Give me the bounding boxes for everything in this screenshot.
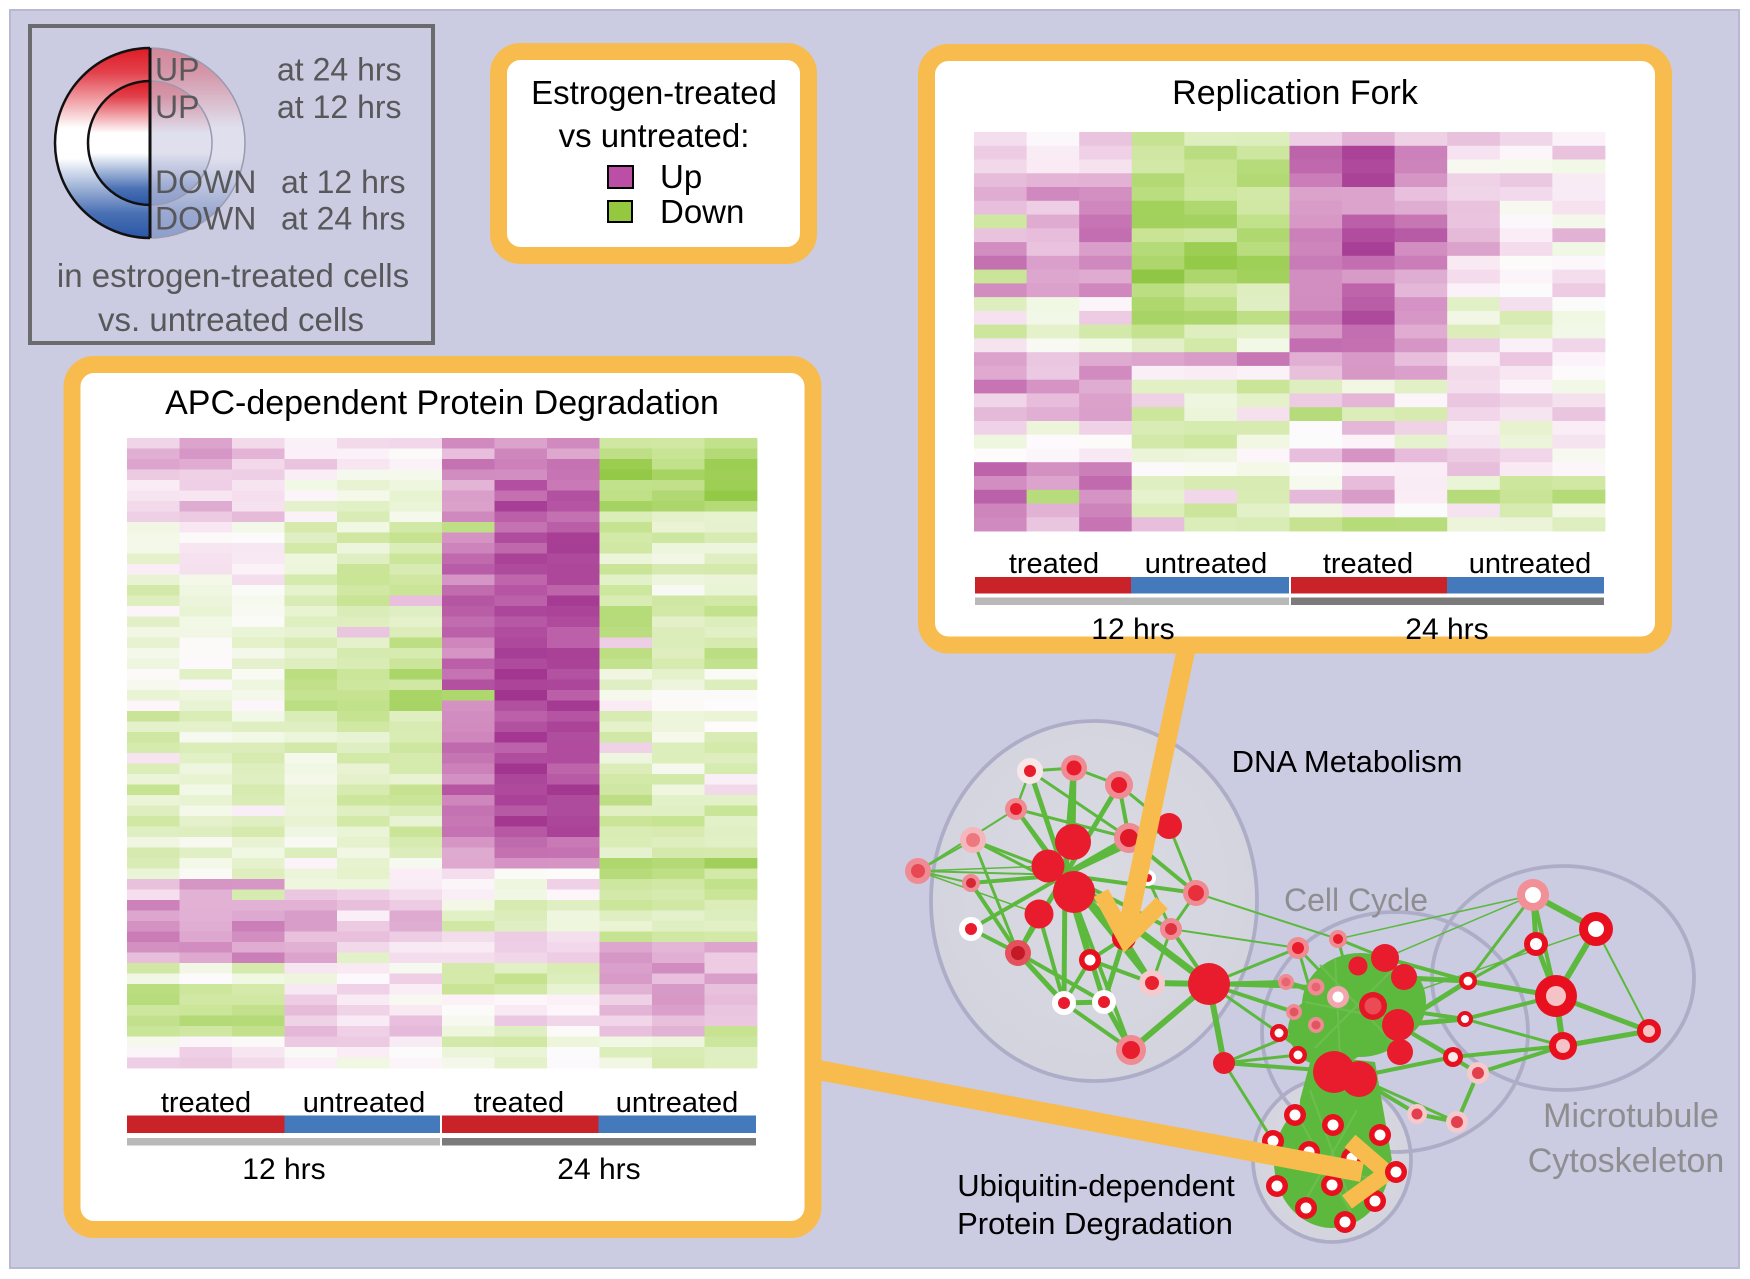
svg-text:untreated: untreated [303,1087,426,1119]
svg-text:at 24 hrs: at 24 hrs [277,52,402,88]
svg-text:Protein Degradation: Protein Degradation [957,1206,1233,1241]
svg-text:vs. untreated cells: vs. untreated cells [98,301,364,338]
svg-text:Ubiquitin-dependent: Ubiquitin-dependent [957,1168,1235,1203]
svg-text:treated: treated [1323,548,1413,580]
svg-text:12 hrs: 12 hrs [242,1153,325,1186]
svg-text:treated: treated [1009,548,1099,580]
svg-text:DNA Metabolism: DNA Metabolism [1232,744,1463,779]
svg-text:Replication Fork: Replication Fork [1172,74,1419,112]
svg-text:DOWN: DOWN [155,201,256,237]
svg-text:APC-dependent Protein Degradat: APC-dependent Protein Degradation [165,384,719,422]
svg-text:untreated: untreated [1145,548,1268,580]
svg-text:Down: Down [660,193,744,230]
svg-text:vs untreated:: vs untreated: [559,117,750,154]
svg-text:Microtubule: Microtubule [1543,1097,1719,1135]
svg-text:at 24 hrs: at 24 hrs [281,201,406,237]
svg-text:at 12 hrs: at 12 hrs [277,89,402,125]
svg-text:UP: UP [155,52,199,88]
svg-text:at 12 hrs: at 12 hrs [281,164,406,200]
svg-text:Estrogen-treated: Estrogen-treated [531,74,777,111]
svg-text:12 hrs: 12 hrs [1091,613,1174,646]
svg-text:treated: treated [161,1087,251,1119]
svg-text:in estrogen-treated cells: in estrogen-treated cells [57,257,409,294]
svg-text:Up: Up [660,158,702,195]
svg-text:Cell Cycle: Cell Cycle [1284,882,1428,918]
svg-text:untreated: untreated [616,1087,739,1119]
svg-text:UP: UP [155,89,199,125]
svg-text:DOWN: DOWN [155,164,256,200]
svg-text:untreated: untreated [1469,548,1592,580]
svg-text:Cytoskeleton: Cytoskeleton [1528,1142,1725,1180]
svg-text:24 hrs: 24 hrs [557,1153,640,1186]
svg-text:treated: treated [474,1087,564,1119]
svg-text:24 hrs: 24 hrs [1405,613,1488,646]
